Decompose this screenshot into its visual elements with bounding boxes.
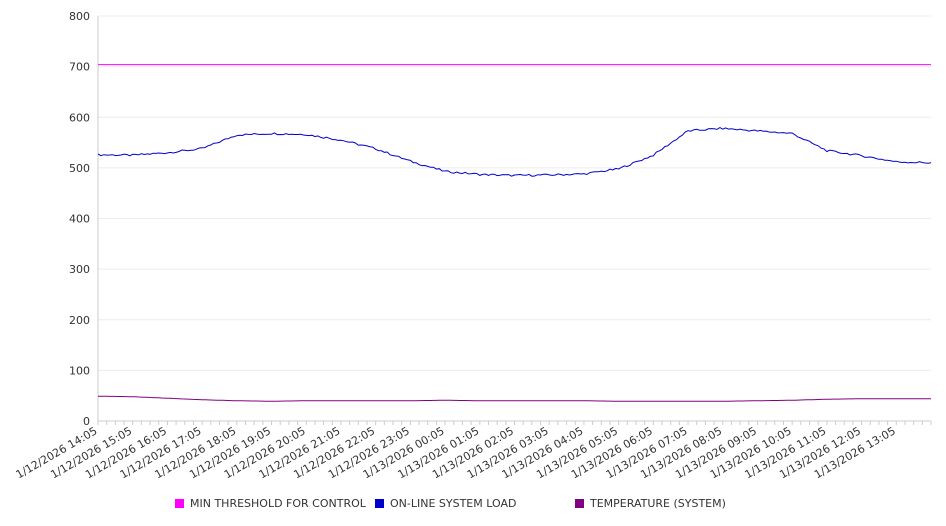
legend-swatch-system-load bbox=[375, 499, 384, 508]
y-tick-label-800: 800 bbox=[69, 10, 90, 23]
legend: MIN THRESHOLD FOR CONTROL ON-LINE SYSTEM… bbox=[0, 497, 946, 515]
y-axis-tick-labels: 0 100 200 300 400 500 600 700 800 bbox=[69, 10, 90, 428]
legend-swatch-min-threshold bbox=[175, 499, 184, 508]
series-line-temperature-system bbox=[98, 395, 931, 402]
y-tick-label-0: 0 bbox=[83, 415, 90, 428]
legend-label-temperature: TEMPERATURE (SYSTEM) bbox=[590, 497, 726, 510]
y-tick-label-500: 500 bbox=[69, 162, 90, 175]
grid-lines bbox=[98, 15, 931, 371]
y-tick-label-100: 100 bbox=[69, 364, 90, 377]
legend-swatch-temperature bbox=[575, 499, 584, 508]
legend-item-temperature: TEMPERATURE (SYSTEM) bbox=[575, 497, 726, 510]
axes bbox=[97, 16, 932, 425]
y-tick-label-400: 400 bbox=[69, 213, 90, 226]
series-line-on-line-system-load bbox=[97, 127, 932, 177]
x-axis-tick-labels: 1/12/2026 14:051/12/2026 15:051/12/2026 … bbox=[14, 424, 898, 481]
y-tick-label-200: 200 bbox=[69, 314, 90, 327]
legend-label-system-load: ON-LINE SYSTEM LOAD bbox=[390, 497, 517, 510]
legend-item-system-load: ON-LINE SYSTEM LOAD bbox=[375, 497, 516, 510]
data-series bbox=[97, 64, 932, 402]
y-tick-label-300: 300 bbox=[69, 263, 90, 276]
y-tick-label-600: 600 bbox=[69, 111, 90, 124]
legend-item-min-threshold: MIN THRESHOLD FOR CONTROL bbox=[175, 497, 366, 510]
y-tick-label-700: 700 bbox=[69, 61, 90, 74]
legend-label-min-threshold: MIN THRESHOLD FOR CONTROL bbox=[190, 497, 366, 510]
